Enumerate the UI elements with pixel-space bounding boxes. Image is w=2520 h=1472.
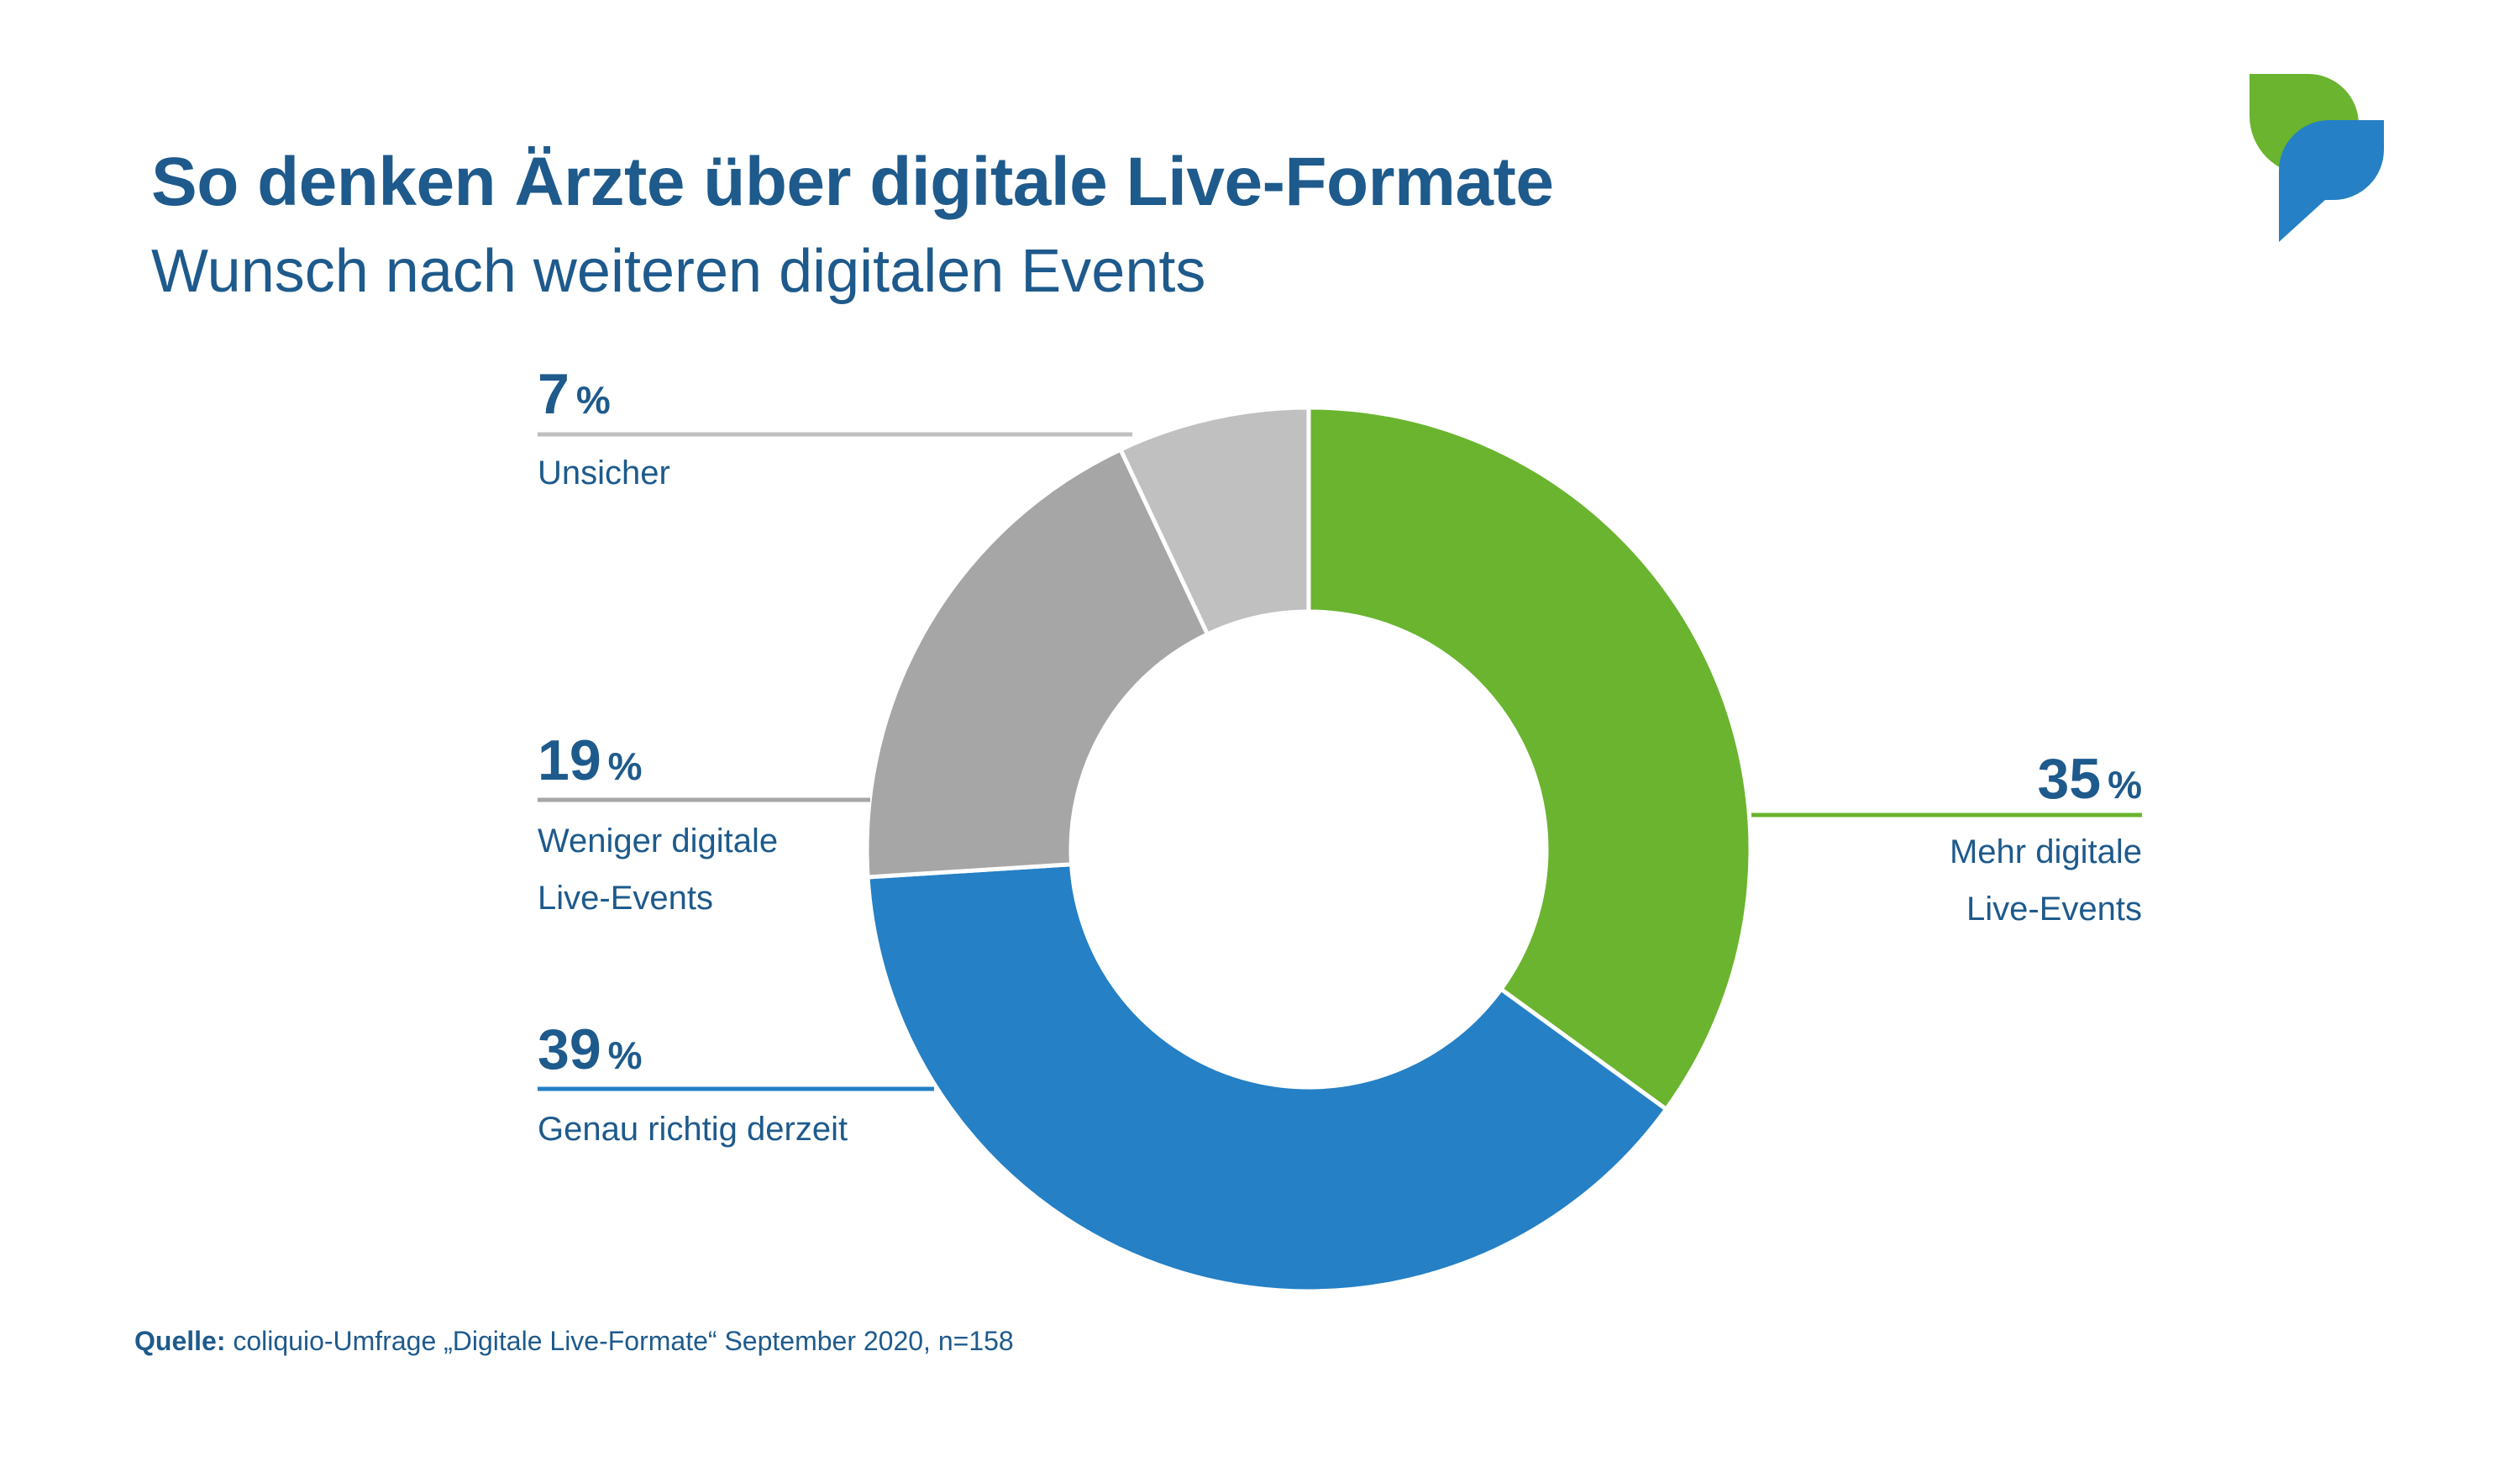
- category-label: Genau richtig derzeit: [538, 1111, 848, 1148]
- page-subtitle: Wunsch nach weiteren digitalen Events: [151, 238, 1206, 305]
- source-text: coliquio-Umfrage „Digitale Live-Formate“…: [233, 1326, 1014, 1356]
- chart-annotations: 35 % Mehr digitale Live-Events 39 % Genau rich…: [538, 362, 2142, 1148]
- donut-slice: [865, 862, 1670, 1294]
- data-label: 7%: [538, 362, 611, 426]
- category-label: Weniger digitale: [538, 823, 778, 860]
- donut-slices: [864, 405, 1753, 1294]
- donut-slice: [864, 446, 1210, 880]
- logo-blue-bubble: [2279, 120, 2384, 242]
- page-title: So denken Ärzte über digitale Live-Forma…: [151, 144, 1554, 220]
- data-label: 39%: [538, 1017, 643, 1081]
- source-note: Quelle: coliquio-Umfrage „Digitale Live-…: [134, 1326, 1014, 1357]
- data-label: 19%: [538, 728, 643, 792]
- data-label: 35%: [2037, 747, 2142, 811]
- category-label: Unsicher: [538, 455, 670, 492]
- category-label: Live-Events: [538, 880, 713, 917]
- source-label: Quelle:: [134, 1326, 226, 1356]
- speech-bubbles-logo-icon: [2250, 74, 2384, 242]
- donut-slice: [1117, 405, 1311, 638]
- category-label: Mehr digitale: [1950, 833, 2142, 870]
- donut-slice: [1306, 405, 1753, 1112]
- category-label: Live-Events: [1966, 891, 2142, 928]
